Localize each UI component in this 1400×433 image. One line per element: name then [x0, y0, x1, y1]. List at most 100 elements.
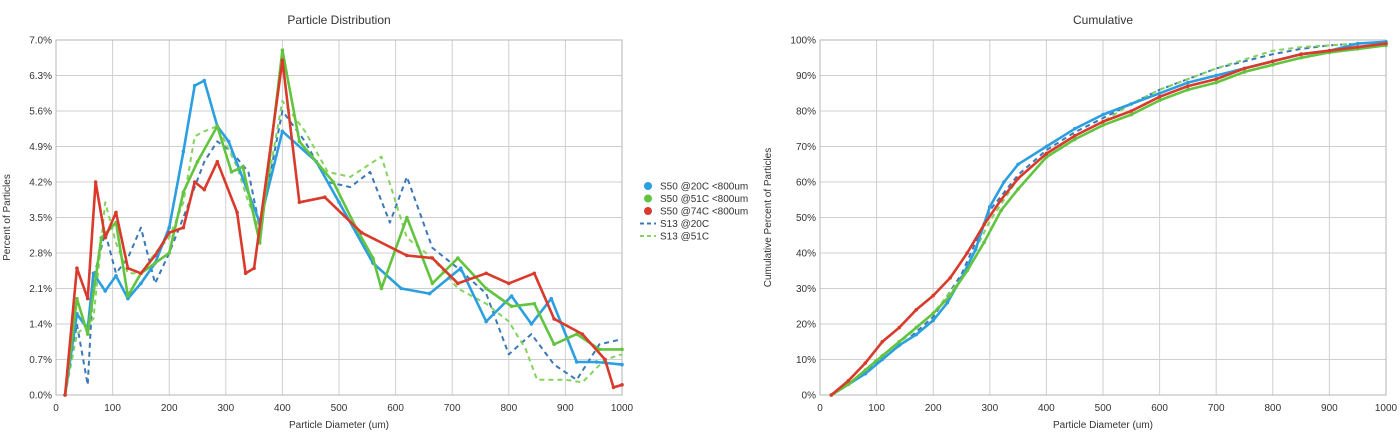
data-point — [126, 296, 130, 301]
data-point — [603, 357, 607, 362]
data-point — [846, 379, 851, 383]
data-point — [999, 208, 1003, 213]
x-tick-label: 300 — [981, 403, 998, 414]
data-point — [103, 289, 108, 293]
data-point — [574, 360, 579, 364]
data-point — [948, 276, 952, 280]
data-point — [574, 332, 579, 336]
x-tick-label: 800 — [500, 403, 517, 414]
data-point — [549, 296, 554, 301]
data-point — [85, 296, 90, 301]
data-point — [846, 382, 851, 387]
data-point — [1072, 137, 1077, 142]
data-point — [337, 200, 341, 205]
x-tick-label: 1000 — [1375, 403, 1398, 414]
data-point — [63, 393, 67, 397]
data-point — [1129, 112, 1134, 117]
y-tick-label: 1.4% — [29, 320, 52, 331]
data-point — [1214, 80, 1218, 85]
data-point — [1186, 80, 1190, 85]
data-point — [1129, 109, 1134, 113]
data-point — [532, 271, 537, 276]
x-tick-label: 500 — [331, 403, 348, 414]
data-point — [897, 343, 902, 348]
y-tick-label: 4.9% — [29, 142, 52, 153]
y-tick-label: 70% — [796, 142, 816, 153]
data-point — [75, 296, 79, 301]
y-tick-label: 40% — [796, 249, 816, 260]
x-tick-label: 100 — [868, 403, 885, 414]
data-point — [399, 286, 404, 291]
data-point — [931, 293, 935, 298]
data-point — [863, 371, 868, 376]
data-point — [509, 294, 514, 298]
data-point — [552, 342, 556, 347]
data-point — [1044, 144, 1049, 149]
data-point — [456, 256, 460, 260]
y-tick-label: 80% — [796, 107, 816, 118]
data-point — [880, 339, 885, 344]
plot-frame — [819, 39, 1387, 396]
y-tick-label: 50% — [796, 213, 816, 224]
data-point — [914, 308, 919, 312]
data-point — [167, 225, 171, 230]
data-point — [982, 240, 986, 245]
data-point — [430, 281, 435, 286]
data-point — [1002, 180, 1006, 184]
data-point — [1327, 48, 1332, 53]
series-line — [63, 58, 623, 396]
data-point — [1101, 119, 1105, 124]
data-point — [181, 225, 186, 230]
legend-label: S50 @74C <800um — [660, 207, 748, 218]
data-point — [202, 187, 207, 192]
data-point — [863, 361, 868, 365]
data-point — [1186, 87, 1190, 92]
data-point — [982, 222, 986, 227]
data-point — [1044, 151, 1049, 156]
data-point — [580, 332, 585, 336]
data-point — [91, 271, 96, 276]
data-point — [427, 291, 432, 296]
data-point — [1355, 45, 1360, 49]
data-point — [192, 180, 197, 184]
x-tick-label: 900 — [1321, 403, 1338, 414]
data-point — [456, 281, 460, 286]
data-point — [484, 319, 488, 324]
data-point — [484, 271, 488, 276]
data-point — [215, 159, 220, 164]
legend-label: S13 @20C — [660, 219, 709, 230]
data-point — [1044, 155, 1049, 159]
data-point — [509, 304, 514, 309]
data-point — [1016, 176, 1020, 181]
data-point — [988, 205, 992, 209]
data-point — [379, 286, 384, 291]
data-point — [620, 383, 624, 387]
cumulative-chart: Cumulative 0 100 200 300 400 500 600 700 800 900 10… — [763, 13, 1398, 431]
data-point — [1157, 98, 1162, 103]
data-point — [167, 230, 171, 235]
x-tick-label: 400 — [274, 403, 291, 414]
data-point — [139, 281, 143, 286]
chart-title: Particle Distribution — [287, 13, 390, 27]
data-point — [280, 48, 285, 52]
data-point — [1157, 91, 1162, 96]
series-line — [64, 99, 623, 396]
data-point — [620, 347, 624, 352]
data-point — [252, 266, 256, 271]
data-point — [126, 294, 130, 298]
x-axis-label: Particle Diameter (um) — [289, 420, 389, 431]
data-point — [181, 190, 186, 194]
data-point — [126, 266, 130, 271]
series-line — [63, 48, 622, 396]
y-axis-label: Cumulative Percent of Particles — [763, 148, 774, 288]
data-point — [1101, 123, 1105, 127]
data-point — [1242, 70, 1247, 74]
y-tick-label: 30% — [796, 284, 816, 295]
data-point — [931, 318, 935, 323]
data-point — [195, 159, 200, 164]
data-point — [243, 271, 248, 276]
data-point — [1214, 73, 1218, 78]
series-line — [830, 44, 1387, 397]
data-point — [139, 271, 143, 276]
